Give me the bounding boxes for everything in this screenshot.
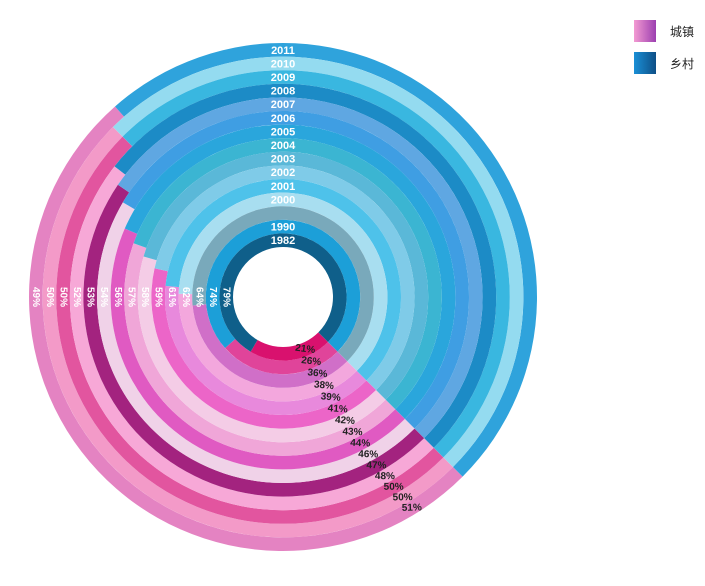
ring-segment-urban-2011[interactable]: [29, 106, 463, 551]
rural-value-label: 56%: [112, 287, 123, 307]
year-label-2005: 2005: [271, 126, 295, 138]
ring-segment-urban-2000[interactable]: [178, 293, 357, 402]
rural-value-label: 50%: [57, 287, 68, 307]
urban-value-label: 50%: [384, 482, 404, 493]
ring-segment-rural-unlabeled[interactable]: [192, 206, 374, 362]
urban-value-label: 36%: [307, 367, 328, 380]
rural-value-label: 79%: [221, 287, 232, 307]
ring-segment-rural-2010[interactable]: [113, 56, 524, 467]
ring-segment-urban-unlabeled[interactable]: [192, 304, 348, 388]
urban-value-label: 50%: [393, 492, 413, 503]
urban-value-label: 38%: [313, 379, 334, 392]
urban-value-label: 26%: [301, 355, 322, 368]
urban-value-label: 21%: [295, 343, 316, 356]
legend-label-rural: 乡村: [670, 56, 695, 71]
rural-value-label: 59%: [153, 287, 164, 307]
ring-segment-rural-2007[interactable]: [117, 97, 483, 439]
urban-value-label: 44%: [350, 438, 371, 450]
urban-value-label: 39%: [320, 391, 341, 404]
ring-segment-rural-2006[interactable]: [122, 110, 470, 429]
ring-segment-rural-2009[interactable]: [122, 70, 510, 458]
ring-segment-rural-2011[interactable]: [115, 42, 538, 477]
legend-label-urban: 城镇: [670, 24, 695, 39]
ring-segment-rural-2000[interactable]: [178, 192, 388, 371]
legend-swatch-rural: [634, 52, 656, 74]
urban-value-label: 47%: [366, 460, 386, 471]
urban-value-label: 43%: [342, 426, 363, 438]
year-label-1990: 1990: [271, 222, 295, 234]
year-label-2011: 2011: [271, 45, 295, 57]
year-label-2006: 2006: [271, 113, 295, 125]
year-label-2004: 2004: [271, 140, 296, 152]
rural-value-label: 57%: [125, 287, 136, 307]
rural-value-label: 52%: [71, 287, 82, 307]
year-label-1982: 1982: [271, 235, 295, 247]
urban-value-label: 48%: [375, 471, 395, 482]
year-label-2008: 2008: [271, 86, 295, 98]
urban-value-label: 41%: [327, 403, 348, 415]
rural-value-label: 53%: [85, 287, 96, 307]
year-label-2003: 2003: [271, 154, 295, 166]
legend-item-urban[interactable]: 城镇: [634, 20, 694, 42]
rural-value-label: 74%: [207, 287, 218, 307]
urban-value-label: 46%: [358, 449, 378, 461]
ring-segment-rural-1990[interactable]: [205, 219, 361, 352]
year-label-2009: 2009: [271, 72, 295, 84]
ring-segment-rural-2008[interactable]: [114, 83, 497, 448]
ring-segment-rural-2005[interactable]: [124, 124, 456, 419]
rural-value-label: 50%: [44, 287, 55, 307]
year-label-2001: 2001: [271, 181, 295, 193]
ring-segment-urban-2001[interactable]: [165, 285, 367, 415]
year-label-2002: 2002: [271, 167, 295, 179]
ring-segment-rural-2001[interactable]: [165, 179, 401, 381]
rural-value-label: 61%: [166, 287, 177, 307]
ring-segment-rural-2002[interactable]: [154, 165, 415, 391]
year-label-2000: 2000: [271, 194, 295, 206]
ring-segment-urban-1982[interactable]: [250, 332, 328, 361]
ring-segment-urban-2010[interactable]: [42, 127, 453, 538]
urban-value-label: 42%: [335, 415, 356, 427]
ring-segment-urban-1990[interactable]: [225, 339, 338, 375]
urban-value-label: 51%: [402, 502, 422, 513]
legend-item-rural[interactable]: 乡村: [634, 52, 694, 74]
ring-segment-urban-2007[interactable]: [83, 184, 425, 497]
ring-segment-rural-2004[interactable]: [133, 138, 442, 410]
legend: 城镇 乡村: [634, 20, 694, 84]
ring-segment-urban-2002[interactable]: [151, 268, 377, 429]
ring-segment-urban-2008[interactable]: [69, 166, 434, 511]
rural-value-label: 62%: [180, 287, 191, 307]
rural-value-label: 54%: [98, 287, 109, 307]
legend-swatch-urban: [634, 20, 656, 42]
year-label-2007: 2007: [271, 99, 295, 111]
ring-segment-rural-2003[interactable]: [143, 151, 429, 400]
ring-segment-urban-2009[interactable]: [56, 136, 444, 524]
rural-value-label: 64%: [193, 287, 204, 307]
rural-value-label: 49%: [30, 287, 41, 307]
rural-value-label: 58%: [139, 287, 150, 307]
year-label-2010: 2010: [271, 58, 295, 70]
